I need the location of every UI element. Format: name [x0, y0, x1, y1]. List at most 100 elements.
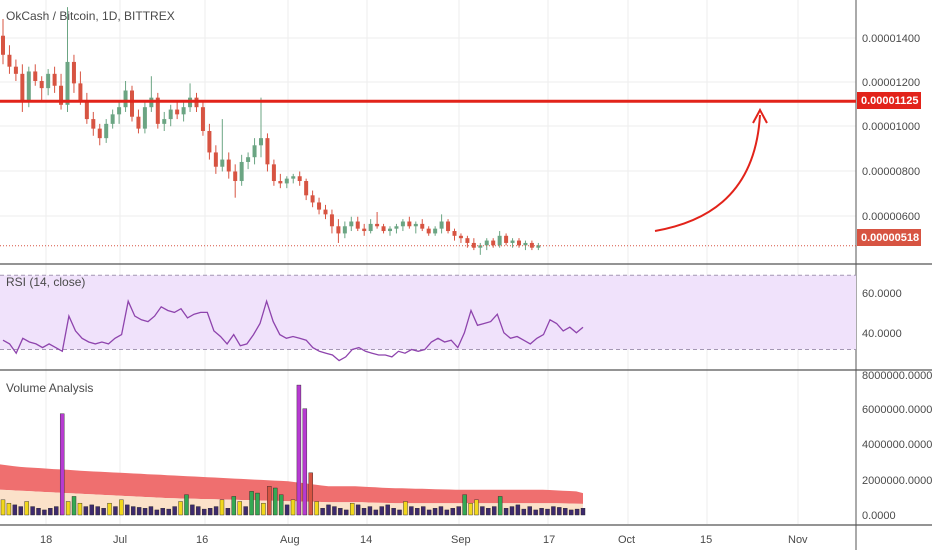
volume-bar [450, 508, 455, 516]
rsi-band-fill [0, 275, 856, 350]
volume-bar [497, 496, 503, 516]
candle-body [213, 152, 218, 167]
candle-body [39, 80, 44, 89]
volume-bar [379, 506, 384, 516]
volume-bar [83, 506, 89, 516]
rsi-tick-60: 60.0000 [862, 288, 902, 300]
volume-bar [207, 508, 213, 516]
time-axis[interactable]: 18 Jul 16 Aug 14 Sep 17 Oct 15 Nov [40, 534, 808, 546]
candle-body [491, 240, 496, 246]
candle-body [252, 145, 257, 158]
volume-bar [267, 486, 272, 516]
candle-body [65, 61, 70, 105]
volume-bar [444, 509, 450, 516]
volume-bar [237, 501, 242, 516]
candle-body [207, 131, 212, 153]
volume-bar [113, 506, 118, 516]
time-label-18: 18 [40, 534, 52, 546]
volume-bar [361, 508, 367, 516]
symbol-title: OkCash / Bitcoin, 1D, BITTREX [6, 9, 175, 23]
candle-body [342, 226, 347, 234]
volume-bar [190, 504, 195, 516]
volume-bar [338, 508, 343, 516]
volume-bar [65, 501, 71, 516]
candle-body [59, 85, 64, 105]
projection-arrow-head [752, 107, 768, 124]
volume-bar [219, 499, 225, 516]
candle-body [426, 228, 431, 234]
volume-bar [557, 507, 562, 516]
volume-bar [326, 504, 331, 516]
volume-bar [521, 508, 527, 516]
price-tick-1400: 0.00001400 [862, 33, 920, 45]
candle-body [452, 231, 457, 236]
candle-body [349, 221, 354, 227]
candle-body [26, 71, 31, 103]
volume-bar [468, 502, 473, 516]
vol-tick-4m: 4000000.0000 [862, 439, 932, 451]
candle-body [413, 223, 418, 227]
volume-bar [148, 506, 154, 516]
price-axis[interactable]: 0.00001400 0.00001200 0.00001000 0.00000… [857, 33, 932, 522]
candle-body [407, 221, 412, 227]
candle-body [433, 228, 438, 234]
volume-bar [355, 504, 361, 516]
candle-body [355, 221, 360, 229]
volume-bar [308, 472, 313, 516]
volume-bar [231, 496, 237, 516]
rsi-tick-40: 40.0000 [862, 328, 902, 340]
volume-bar [314, 501, 319, 516]
candle-body [110, 114, 115, 124]
volume-bar [166, 508, 171, 516]
volume-bar [213, 506, 219, 516]
candle-body [259, 138, 263, 146]
volume-bar [30, 506, 35, 516]
candle-body [7, 54, 12, 67]
volume-bar [273, 487, 278, 516]
candle-body [265, 138, 270, 165]
volume-bar [568, 509, 574, 516]
volume-bar [71, 496, 77, 516]
candle-body [446, 221, 451, 232]
candle-body [220, 159, 225, 167]
volume-bar [403, 501, 408, 516]
volume-bars [0, 384, 586, 516]
candle-body [13, 66, 18, 74]
candle-body [271, 164, 276, 182]
volume-bar [172, 506, 177, 516]
volume-bar [24, 501, 29, 516]
time-label-14: 14 [360, 534, 372, 546]
volume-bar [367, 506, 373, 516]
candle-body [162, 119, 167, 124]
candle-body [291, 176, 296, 179]
candle-body [91, 119, 96, 129]
candle-body [400, 221, 405, 227]
candle-body [323, 209, 328, 215]
volume-bar [160, 508, 165, 516]
volume-bar [456, 506, 461, 516]
volume-bar [178, 501, 183, 516]
last-price-badge [857, 229, 921, 246]
volume-bar [0, 499, 6, 516]
volume-bar [527, 506, 532, 516]
candle-body [71, 61, 76, 84]
price-tick-800: 0.00000800 [862, 166, 920, 178]
volume-bar [107, 502, 112, 516]
rsi-line [2, 299, 584, 362]
volume-bar [243, 506, 248, 516]
volume-bar [6, 502, 12, 516]
volume-bar [202, 508, 207, 516]
candle-body [310, 195, 315, 203]
candle-body [226, 159, 231, 172]
candle-body [233, 171, 238, 182]
vol-tick-0: 0.0000 [862, 510, 896, 522]
volume-bar [533, 509, 538, 516]
volume-bar [320, 508, 325, 516]
candle-body [304, 181, 309, 196]
time-label-jul: Jul [113, 534, 127, 546]
candle-body [239, 161, 244, 182]
volume-bar [509, 506, 515, 516]
volume-bar [397, 509, 402, 516]
